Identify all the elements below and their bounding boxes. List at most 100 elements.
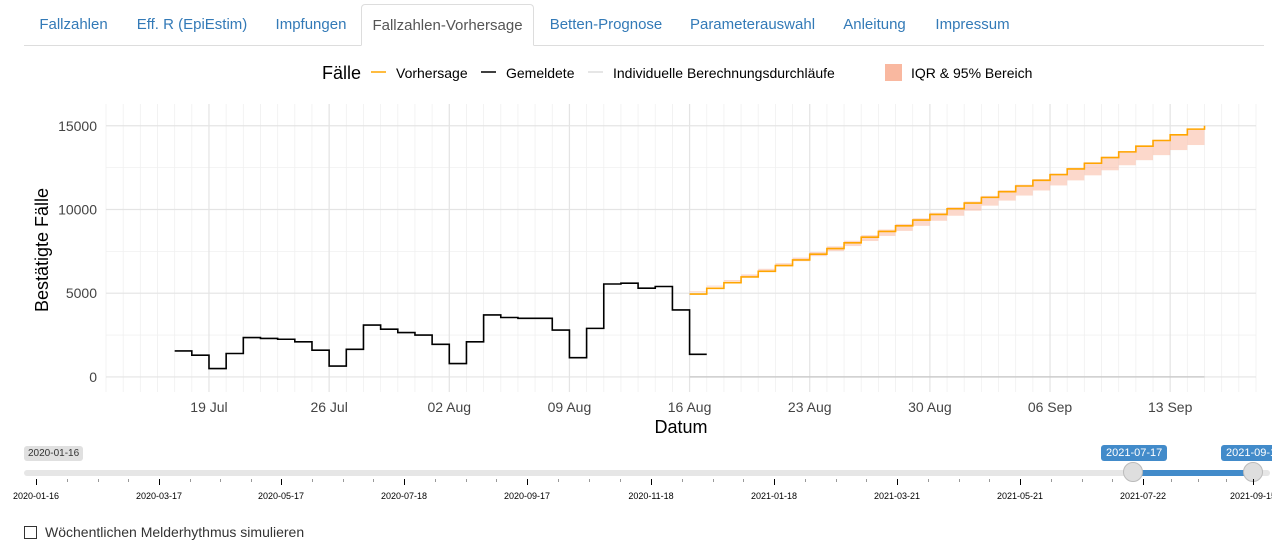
iqr-band-segment [964, 201, 982, 211]
x-axis-title: Datum [654, 417, 707, 437]
legend-title: Fälle [322, 63, 361, 83]
slider-tick [281, 479, 282, 485]
slider-left-value: 2021-07-17 [1101, 445, 1168, 461]
iqr-band-segment [758, 268, 776, 272]
chart-legend: Fälle Vorhersage Gemeldete Individuelle … [322, 63, 1032, 83]
y-tick-label: 15000 [58, 118, 97, 134]
slider-selected-range[interactable] [1133, 470, 1253, 476]
legend-label-gemeldete: Gemeldete [506, 65, 575, 81]
iqr-band-segment [1084, 162, 1102, 176]
iqr-band-segment [878, 229, 896, 236]
tab-anleitung[interactable]: Anleitung [843, 16, 906, 33]
x-tick-label: 19 Jul [190, 399, 227, 415]
slider-track[interactable] [24, 470, 1270, 476]
weekly-rhythm-label: Wöchentlichen Melderhythmus simulieren [45, 524, 305, 540]
legend-label-iqr: IQR & 95% Bereich [911, 65, 1032, 81]
y-tick-label: 0 [89, 369, 97, 385]
chart-grid [105, 104, 1257, 392]
tab-parameterauswahl[interactable]: Parameterauswahl [689, 16, 816, 33]
iqr-band-segment [1050, 173, 1068, 186]
iqr-band-segment [741, 274, 759, 277]
slider-minor-tick [342, 479, 344, 482]
tab-impressum[interactable]: Impressum [935, 16, 1010, 33]
tab-eff-r[interactable]: Eff. R (EpiEstim) [136, 16, 248, 33]
reported-cases-line [174, 282, 707, 370]
forecast-line [689, 125, 1206, 295]
slider-tick [774, 479, 775, 485]
slider-minor-tick [804, 479, 806, 482]
slider-minor-tick [866, 479, 868, 482]
slider-minor-tick [250, 479, 252, 482]
slider-tick [1253, 479, 1254, 485]
tab-impfungen[interactable]: Impfungen [275, 16, 347, 33]
chart-lines [174, 125, 1206, 378]
tab-betten-prognose[interactable]: Betten-Prognose [549, 16, 663, 33]
slider-tick-label: 2021-03-21 [873, 491, 921, 501]
x-tick-label: 06 Sep [1028, 399, 1073, 415]
slider-minor-tick [927, 479, 929, 482]
iqr-band-segment [706, 285, 724, 287]
iqr-band-segment [947, 207, 965, 216]
slider-minor-tick [1081, 479, 1083, 482]
slider-minor-tick [1198, 479, 1199, 482]
slider-tick-label: 2021-09-15 [1229, 491, 1272, 501]
slider-minor-tick [558, 479, 559, 482]
slider-minor-tick [373, 479, 375, 482]
legend-label-vorhersage: Vorhersage [396, 65, 468, 81]
iqr-band-segment [1187, 128, 1205, 146]
slider-tick-label: 2020-11-18 [628, 491, 674, 501]
date-range-slider: 2020-01-16 2021-07-17 2021-09-1 2020-01-… [0, 440, 1272, 510]
iqr-band-segment [998, 190, 1016, 201]
x-tick-label: 13 Sep [1148, 399, 1193, 415]
iqr-band-segment [981, 195, 999, 206]
slider-minor-tick [66, 479, 68, 482]
iqr-band-segment [1118, 151, 1136, 166]
iqr-band-segment [689, 291, 707, 293]
iqr-band-segment [861, 235, 879, 242]
x-tick-label: 16 Aug [668, 399, 712, 415]
iqr-band-segment [1135, 145, 1154, 161]
slider-minor-tick [681, 479, 683, 482]
x-tick-label: 23 Aug [788, 399, 832, 415]
slider-tick [897, 479, 898, 485]
slider-tick-label: 2020-03-17 [135, 491, 183, 501]
iqr-band [689, 128, 1205, 293]
iqr-band-segment [1101, 156, 1119, 171]
slider-minor-tick [835, 479, 837, 482]
slider-minor-tick [97, 479, 99, 482]
slider-min-label: 2020-01-16 [24, 446, 84, 461]
slider-minor-tick [220, 479, 221, 482]
legend-label-runs: Individuelle Berechnungsdurchläufe [613, 65, 835, 81]
slider-minor-tick [958, 479, 960, 482]
forecast-chart: 19 Jul 26 Jul 02 Aug 09 Aug 16 Aug 23 Aug 30 A… [32, 63, 1257, 437]
weekly-rhythm-option[interactable]: Wöchentlichen Melderhythmus simulieren [24, 522, 304, 542]
iqr-band-segment [723, 280, 742, 282]
tab-fallzahlen-vorhersage[interactable]: Fallzahlen-Vorhersage [361, 4, 534, 46]
slider-tick-label: 2020-05-17 [257, 491, 305, 501]
slider-tick-label: 2020-09-17 [503, 491, 551, 501]
tab-fallzahlen[interactable]: Fallzahlen [39, 16, 108, 33]
slider-minor-tick [712, 479, 714, 482]
y-axis-title: Bestätigte Fälle [32, 188, 52, 312]
iqr-band-segment [1032, 179, 1051, 191]
slider-minor-tick [743, 479, 745, 482]
slider-tick-label: 2021-07-22 [1119, 491, 1167, 501]
iqr-band-segment [929, 212, 948, 221]
slider-tick [404, 479, 405, 485]
slider-tick [159, 479, 160, 485]
chart-axes: 19 Jul 26 Jul 02 Aug 09 Aug 16 Aug 23 Aug 30 A… [58, 118, 1193, 415]
y-tick-label: 5000 [66, 285, 97, 301]
slider-left-handle[interactable] [1123, 462, 1143, 482]
slider-minor-tick [989, 479, 991, 482]
plot-panel [106, 104, 1256, 392]
slider-minor-tick [189, 479, 191, 482]
slider-tick [1020, 479, 1021, 485]
slider-tick-label: 2020-07-18 [380, 491, 428, 501]
weekly-rhythm-checkbox[interactable] [24, 525, 37, 539]
slider-tick [651, 479, 652, 485]
slider-tick [36, 479, 37, 485]
slider-tick-label: 2021-05-21 [996, 491, 1044, 501]
slider-right-value: 2021-09-1 [1221, 445, 1272, 461]
iqr-band-segment [895, 223, 913, 231]
x-tick-label: 02 Aug [427, 399, 471, 415]
